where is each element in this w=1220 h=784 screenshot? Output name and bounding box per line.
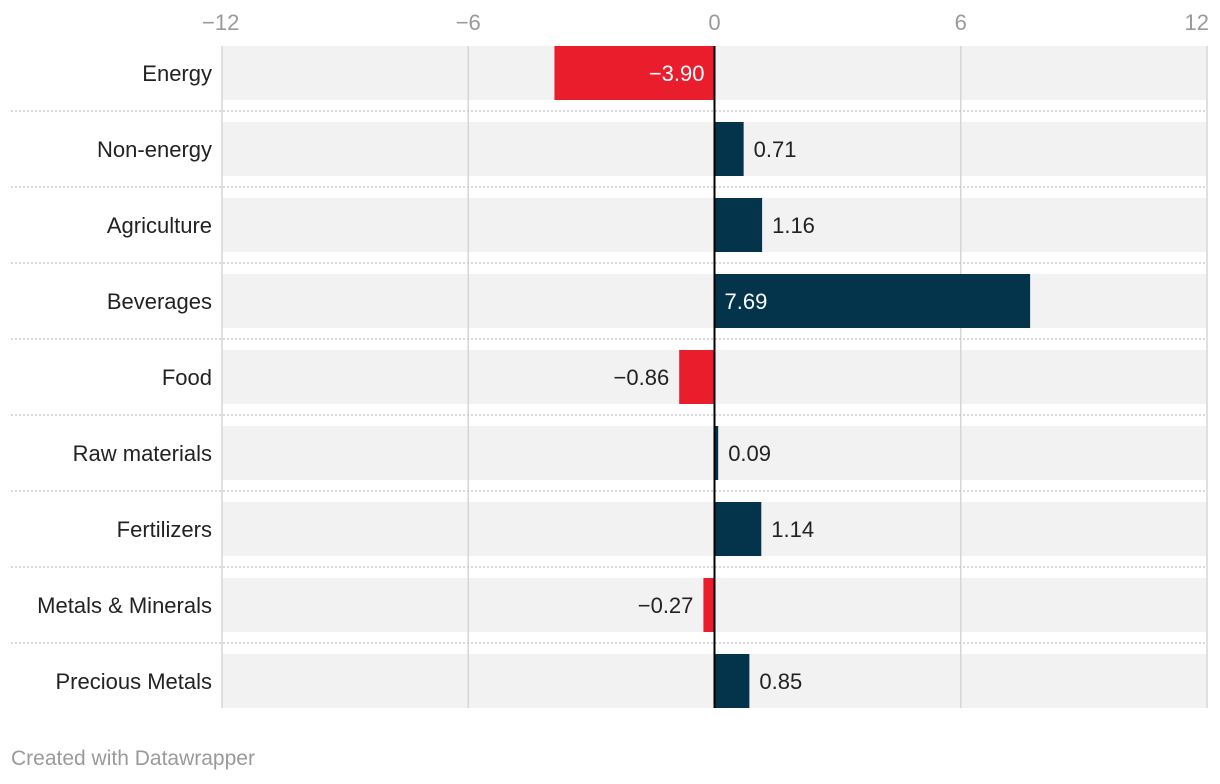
bars [554,46,1031,708]
value-labels: −3.90 0.71 1.16 7.69 −0.86 0.09 1.14 −0.27 0.85 [614,61,815,694]
value-label: −3.90 [649,61,705,86]
bar [714,502,762,556]
category-label: Non-energy [97,137,212,162]
category-label: Fertilizers [117,517,212,542]
category-label: Energy [142,61,212,86]
value-label: 0.71 [754,137,797,162]
bar [714,426,719,480]
value-label: 0.85 [759,669,802,694]
category-label: Precious Metals [55,669,212,694]
row-separators [11,110,1207,644]
value-label: −0.27 [638,593,694,618]
value-label: −0.86 [614,365,670,390]
x-tick-label: −6 [456,10,481,35]
category-label: Metals & Minerals [37,593,212,618]
category-label: Food [162,365,212,390]
bar [679,350,715,404]
bar [554,46,715,100]
value-label: 7.69 [725,289,768,314]
category-label: Raw materials [73,441,212,466]
x-tick-label: 0 [708,10,720,35]
bar [703,578,715,632]
x-tick-label: 12 [1185,10,1209,35]
x-tick-label: −12 [202,10,239,35]
gridlines [221,46,1208,708]
category-label: Beverages [107,289,212,314]
bar [714,122,744,176]
value-label: 1.14 [771,517,814,542]
category-labels: Energy Non-energy Agriculture Beverages Food… [37,61,212,694]
value-label: 0.09 [728,441,771,466]
datawrapper-credit[interactable]: Created with Datawrapper [11,747,255,770]
x-axis-ticks: −12 −6 0 6 12 [202,10,1209,35]
bar [714,654,750,708]
bar [714,274,1031,328]
bar [714,198,763,252]
x-tick-label: 6 [955,10,967,35]
value-label: 1.16 [772,213,815,238]
category-label: Agriculture [107,213,212,238]
